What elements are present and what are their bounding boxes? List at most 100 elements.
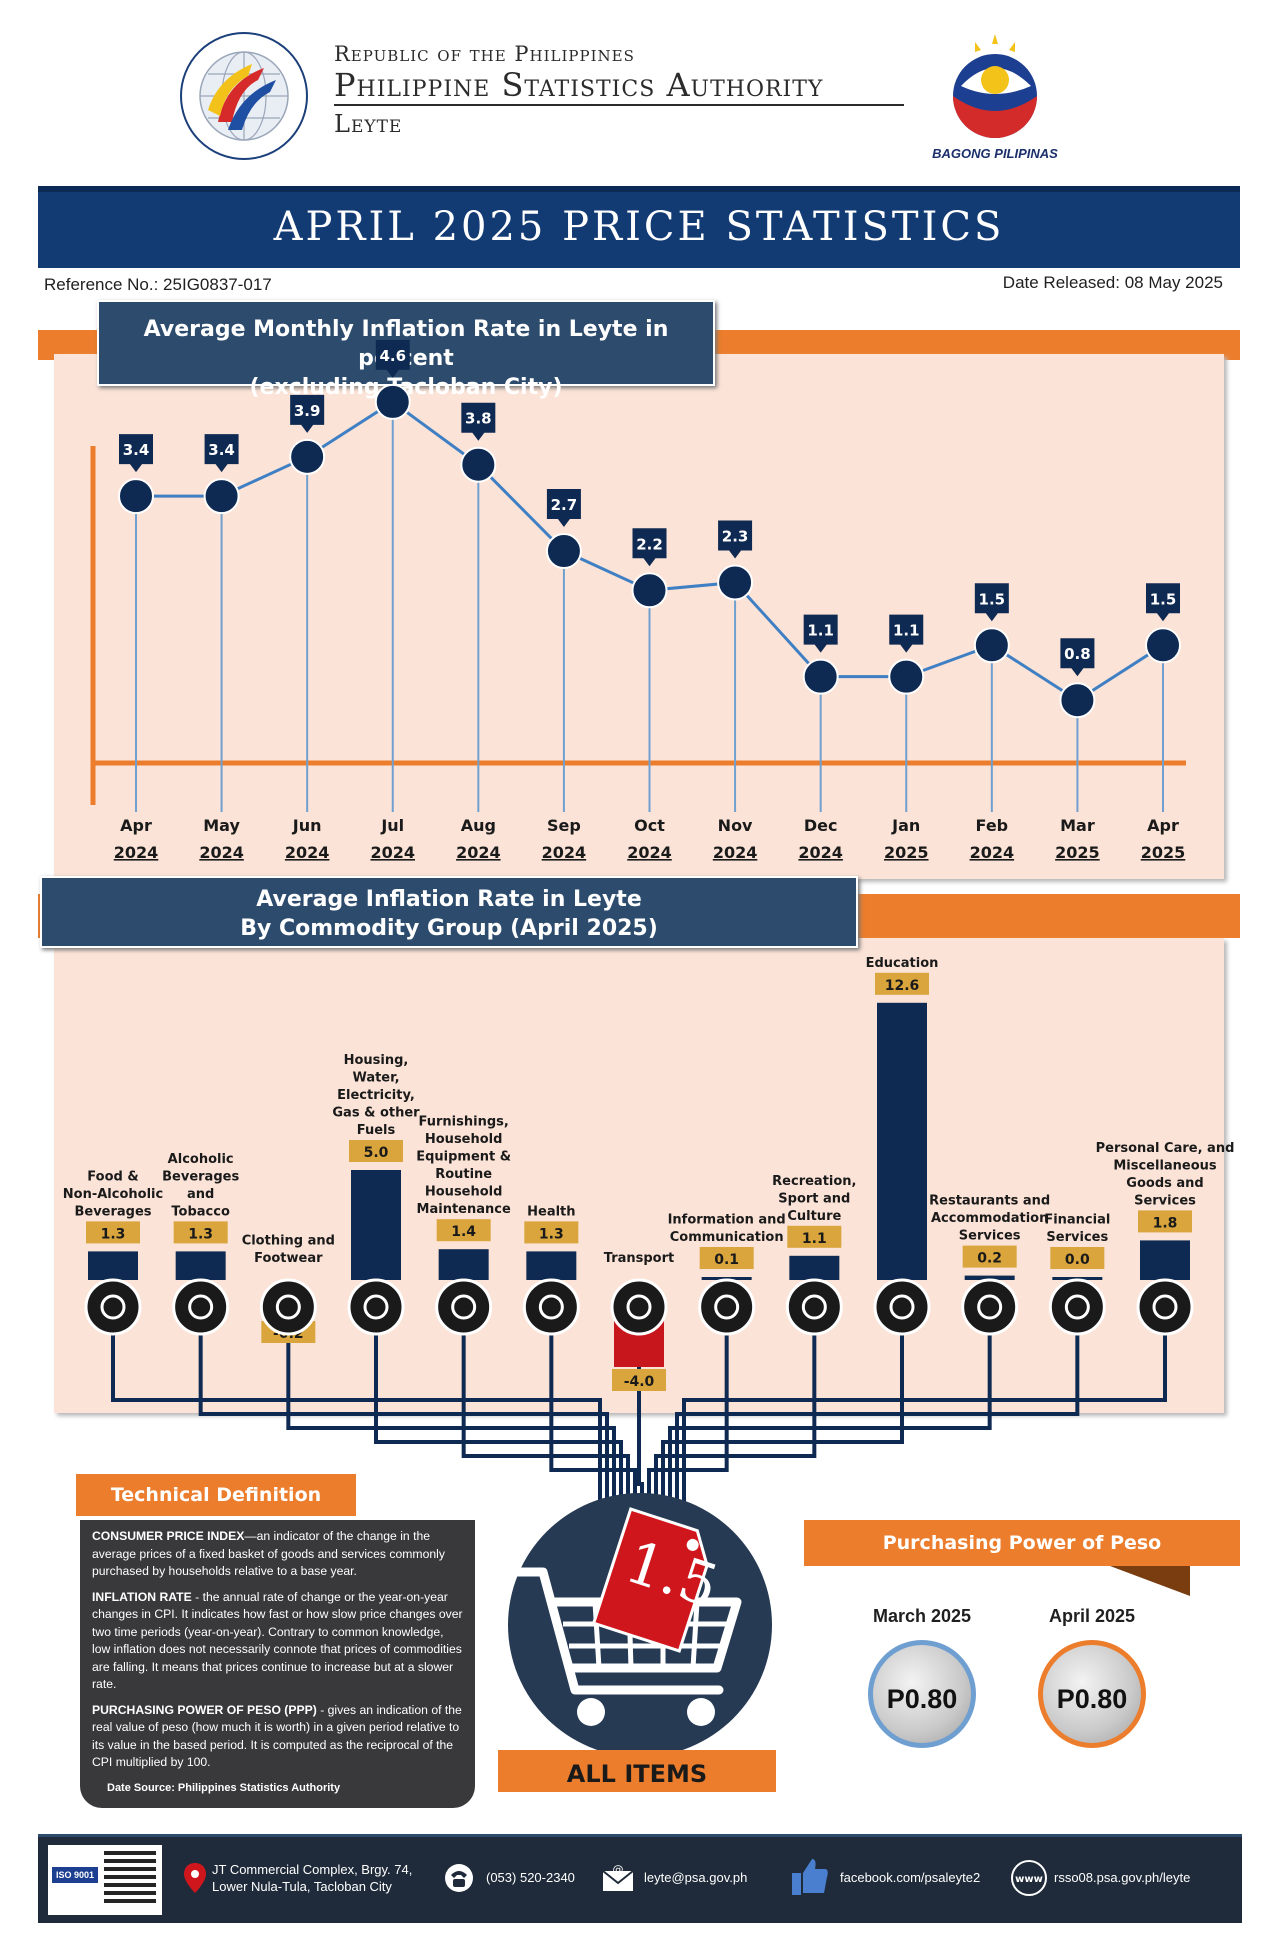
furniture-icon [435, 1278, 493, 1336]
value-label: 1.3 [539, 1226, 564, 1242]
purchasing-power-title: Purchasing Power of Peso [804, 1520, 1240, 1566]
x-axis-month-label: May [203, 816, 240, 835]
icon-glyph [451, 1294, 477, 1320]
data-label: 4.6 [379, 347, 406, 365]
address-line-1: JT Commercial Complex, Brgy. 74, [212, 1862, 413, 1877]
bar [789, 1255, 840, 1280]
data-label-box [632, 528, 667, 567]
icon-glyph [538, 1294, 564, 1320]
coin-value-march: P0.80 [886, 1684, 958, 1714]
bar-chart-title-box: Average Inflation Rate in Leyte By Commo… [40, 876, 858, 948]
data-label: 2.7 [551, 496, 578, 514]
coin-value-april: P0.80 [1056, 1684, 1128, 1714]
category-label: Restaurants and [929, 1194, 1050, 1209]
icon-glyph [801, 1294, 827, 1320]
value-label: -4.0 [624, 1374, 655, 1390]
data-label-box [546, 489, 581, 528]
bar-chart: 1.3 Food & Non-Alcoholic Beverages 1.3 Alcoho… [63, 956, 1234, 1565]
data-label: 3.9 [294, 402, 321, 420]
value-label: 12.6 [885, 978, 920, 994]
bar [351, 1170, 401, 1280]
data-label: 2.3 [722, 527, 749, 545]
icon-glyph [363, 1294, 389, 1320]
header-province: Leyte [334, 110, 403, 138]
x-axis-year-label: 2024 [798, 843, 843, 862]
x-axis-year-label: 2024 [199, 843, 244, 862]
data-point [802, 658, 839, 695]
coin-label-april: April 2025 [1048, 1606, 1136, 1626]
value-label: 0.1 [714, 1252, 739, 1268]
value-label-box [1138, 1210, 1192, 1233]
x-axis-year-label: 2025 [1055, 843, 1100, 862]
value-label: 5.0 [364, 1145, 389, 1161]
technical-definition-title: Technical Definition [76, 1474, 356, 1516]
data-point [374, 383, 411, 420]
svg-text:www: www [1015, 1874, 1043, 1885]
x-axis-month-label: Sep [547, 816, 581, 835]
footer: ISO 9001 JT Commercial Complex, Brgy. 74… [38, 1834, 1242, 1923]
x-axis-month-label: Jun [292, 816, 322, 835]
inflation-term: INFLATION RATE [92, 1589, 192, 1604]
category-label: Services [1134, 1193, 1196, 1208]
category-label: Culture [787, 1209, 841, 1224]
data-point [1059, 682, 1096, 719]
data-label: 3.4 [123, 441, 150, 459]
facebook-like-icon [792, 1859, 828, 1895]
data-label: 1.5 [1150, 590, 1177, 608]
technical-definition-box: CONSUMER PRICE INDEX—an indicator of the… [80, 1520, 475, 1808]
date-released: Date Released: 08 May 2025 [1002, 273, 1223, 292]
health-icon [522, 1278, 580, 1336]
x-axis-year-label: 2025 [1141, 843, 1186, 862]
peso-coin-april: P0.80 [1038, 1640, 1146, 1748]
data-point [973, 627, 1010, 664]
cpi-term: CONSUMER PRICE INDEX [92, 1529, 245, 1543]
category-label: Goods and [1126, 1176, 1203, 1191]
reference-number: Reference No.: 25IG0837-017 [44, 275, 272, 294]
x-axis-year-label: 2025 [884, 843, 929, 862]
value-label-box [173, 1221, 228, 1244]
shopping-cart-icon [508, 1493, 772, 1757]
category-label: Household [425, 1132, 503, 1147]
icon-glyph [714, 1294, 740, 1320]
x-axis-year-label: 2024 [370, 843, 415, 862]
iso-certificate-badge: ISO 9001 [48, 1845, 162, 1915]
x-axis-year-label: 2024 [627, 843, 672, 862]
category-label: Services [959, 1229, 1021, 1244]
telephone-icon [445, 1864, 473, 1892]
category-label: Gas & other [332, 1106, 420, 1121]
header-divider [334, 104, 904, 106]
x-axis-month-label: Apr [1147, 816, 1179, 835]
address-line-2: Lower Nula-Tula, Tacloban City [212, 1879, 392, 1894]
x-axis-year-label: 2024 [285, 843, 330, 862]
icon-glyph [977, 1294, 1003, 1320]
category-label: Beverages [74, 1204, 151, 1219]
x-axis-month-label: Jul [380, 816, 404, 835]
value-label: 1.3 [188, 1226, 213, 1242]
data-label-box [1146, 583, 1180, 622]
value-label: 1.8 [1153, 1215, 1178, 1231]
data-label-box [204, 434, 239, 473]
connector-line [682, 1330, 1167, 1565]
bar-chart-title: Average Inflation Rate in Leyte [256, 887, 642, 912]
data-label-box [803, 614, 838, 653]
category-label: Footwear [254, 1251, 323, 1266]
data-label-box [889, 614, 924, 653]
bagong-pilipinas-text: BAGONG PILIPINAS [932, 146, 1058, 161]
svg-text:@: @ [613, 1863, 624, 1876]
category-label: Financial [1044, 1213, 1110, 1228]
data-label-box [119, 434, 153, 473]
data-point [289, 438, 326, 475]
value-label: 0.2 [977, 1251, 1002, 1267]
coin-label-march: March 2025 [872, 1606, 972, 1626]
category-label: Accommodation [931, 1211, 1048, 1226]
page-title: APRIL 2025 PRICE STATISTICS [273, 204, 1005, 250]
footer-facebook: facebook.com/psaleyte2 [840, 1870, 981, 1885]
category-label: Recreation, [772, 1174, 856, 1189]
data-label: 1.1 [893, 622, 920, 640]
data-label-box [1060, 638, 1095, 677]
header-agency-name: Philippine Statistics Authority [334, 66, 824, 104]
qr-code-icon [104, 1851, 156, 1903]
data-label: 1.5 [979, 590, 1006, 608]
icon-glyph [188, 1294, 214, 1320]
x-axis-month-label: Jan [891, 816, 920, 835]
